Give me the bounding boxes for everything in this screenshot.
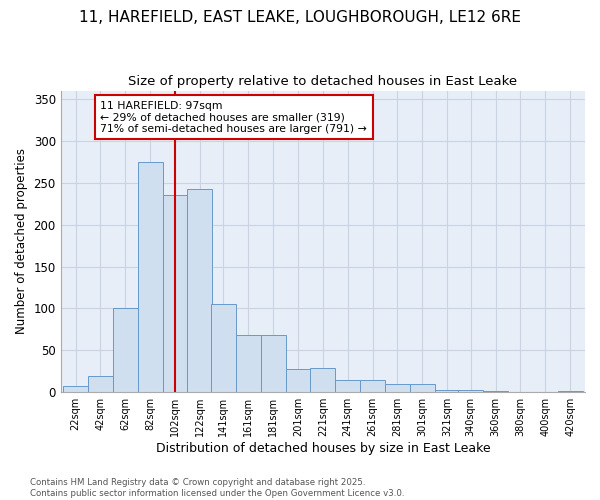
Bar (236, 335, 261, 392)
Bar (88, 376, 113, 392)
Bar (211, 304, 236, 392)
Bar (557, 390, 583, 392)
Text: Contains HM Land Registry data © Crown copyright and database right 2025.
Contai: Contains HM Land Registry data © Crown c… (30, 478, 404, 498)
Bar (113, 308, 138, 392)
Bar (360, 380, 385, 392)
Bar (335, 380, 360, 392)
Title: Size of property relative to detached houses in East Leake: Size of property relative to detached ho… (128, 75, 517, 88)
Text: 11, HAREFIELD, EAST LEAKE, LOUGHBOROUGH, LE12 6RE: 11, HAREFIELD, EAST LEAKE, LOUGHBOROUGH,… (79, 10, 521, 25)
Bar (187, 188, 212, 392)
X-axis label: Distribution of detached houses by size in East Leake: Distribution of detached houses by size … (155, 442, 490, 455)
Bar (286, 368, 310, 392)
Bar (63, 386, 88, 392)
Bar (434, 390, 460, 392)
Y-axis label: Number of detached properties: Number of detached properties (15, 148, 28, 334)
Text: 11 HAREFIELD: 97sqm
← 29% of detached houses are smaller (319)
71% of semi-detac: 11 HAREFIELD: 97sqm ← 29% of detached ho… (100, 100, 367, 134)
Bar (261, 335, 286, 392)
Bar (483, 390, 508, 392)
Bar (458, 390, 483, 392)
Bar (410, 384, 434, 392)
Bar (138, 162, 163, 392)
Bar (310, 368, 335, 392)
Bar (385, 384, 410, 392)
Bar (163, 196, 187, 392)
